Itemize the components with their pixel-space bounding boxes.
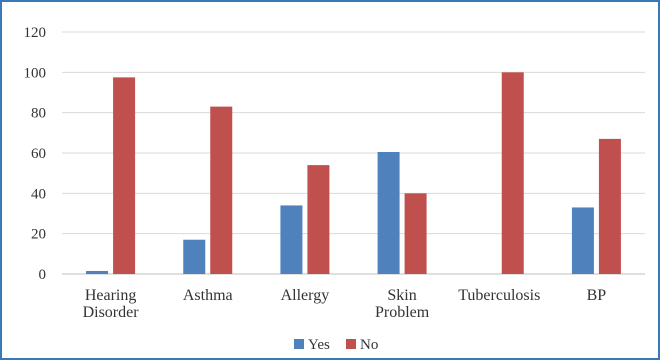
legend-swatch-no	[346, 339, 356, 349]
x-tick-label: Allergy	[281, 287, 330, 304]
y-tick-label: 20	[31, 227, 46, 243]
x-tick-label: Hearing	[85, 287, 137, 304]
legend-label-yes: Yes	[308, 337, 330, 353]
bar-no-4	[501, 72, 524, 274]
x-tick-label: Asthma	[183, 287, 233, 304]
bar-no-1	[210, 106, 233, 274]
bar-yes-0	[86, 270, 109, 274]
bar-no-5	[598, 138, 621, 274]
legend: Yes No	[294, 337, 378, 353]
y-axis: 0 20 40 60 80 100 120	[24, 25, 47, 283]
bar-yes-5	[571, 207, 594, 274]
legend-swatch-yes	[294, 339, 304, 349]
x-tick-label: Skin	[387, 287, 416, 304]
bar-yes-2	[280, 205, 303, 274]
bar-yes-1	[183, 239, 206, 274]
bar-no-3	[404, 193, 427, 274]
legend-label-no: No	[360, 337, 378, 353]
bar-no-0	[113, 77, 136, 274]
y-tick-label: 60	[31, 146, 46, 162]
y-tick-label: 80	[31, 106, 46, 122]
bar-no-2	[307, 165, 330, 274]
x-tick-label: Problem	[375, 304, 430, 321]
gridlines	[62, 31, 645, 275]
y-tick-label: 100	[24, 65, 47, 81]
x-tick-label: BP	[587, 287, 607, 304]
bar-yes-3	[377, 151, 400, 274]
y-tick-label: 40	[31, 186, 46, 202]
y-tick-label: 120	[24, 25, 47, 41]
bars	[86, 72, 621, 274]
y-tick-label: 0	[39, 267, 47, 283]
x-tick-label: Disorder	[83, 304, 140, 321]
x-tick-label: Tuberculosis	[458, 287, 540, 304]
